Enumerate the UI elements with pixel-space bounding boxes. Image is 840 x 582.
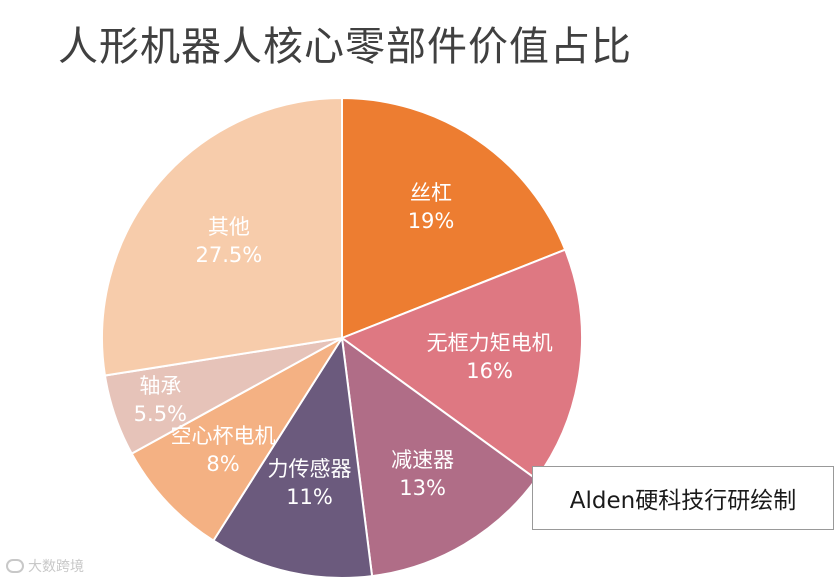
slice-category: 力传感器 [267, 457, 352, 482]
chart-title: 人形机器人核心零部件价值占比 [58, 24, 632, 70]
pie-slice-3 [340, 335, 538, 578]
slice-label-7: 其他 27.5% [195, 213, 262, 269]
pie-slice-4 [212, 335, 374, 579]
watermark-logo-icon [6, 559, 24, 573]
slice-label-5: 空心杯电机 8% [171, 422, 276, 478]
slice-category: 减速器 [391, 448, 455, 473]
slice-label-1: 丝杠 19% [408, 179, 455, 235]
slice-value: 19% [407, 208, 455, 233]
slice-value: 27.5% [195, 243, 263, 268]
slice-category: 轴承 [139, 374, 182, 399]
slice-label-6: 轴承 5.5% [134, 372, 187, 428]
slice-category: 无框力矩电机 [426, 330, 553, 355]
credit-text: Alden硬科技行研绘制 [569, 488, 797, 514]
pie-slice-2 [339, 248, 583, 481]
slice-category: 其他 [207, 215, 250, 240]
watermark: 大数跨境 [6, 556, 84, 576]
slice-value: 11% [286, 485, 333, 510]
slice-label-4: 力传感器 11% [268, 455, 352, 511]
slice-label-2: 无框力矩电机 16% [427, 329, 553, 385]
slice-value: 5.5% [133, 402, 188, 427]
pie-slice-7 [101, 96, 343, 377]
pie-slice-5 [130, 337, 343, 543]
slice-value: 8% [206, 451, 240, 476]
slice-category: 丝杠 [410, 180, 453, 205]
watermark-text: 大数跨境 [28, 559, 84, 575]
slice-value: 13% [399, 476, 446, 501]
pie-slice-1 [341, 96, 567, 340]
slice-label-3: 减速器 13% [391, 446, 454, 502]
slice-value: 16% [466, 358, 513, 383]
slice-category: 空心杯电机 [170, 423, 276, 448]
credit-box: Alden硬科技行研绘制 [532, 466, 834, 530]
